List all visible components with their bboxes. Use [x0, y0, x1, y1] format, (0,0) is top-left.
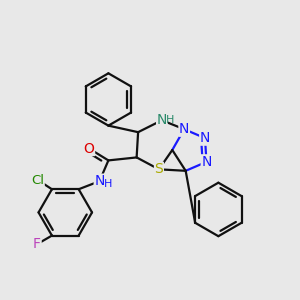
Text: N: N [201, 155, 212, 169]
Text: N: N [179, 122, 189, 136]
Text: Cl: Cl [31, 174, 44, 187]
Text: H: H [166, 115, 174, 125]
Text: F: F [33, 237, 41, 250]
Text: N: N [157, 113, 167, 127]
Text: S: S [154, 162, 163, 176]
Text: N: N [200, 131, 210, 145]
Text: H: H [103, 178, 112, 189]
Text: O: O [84, 142, 94, 155]
Text: N: N [94, 174, 105, 188]
